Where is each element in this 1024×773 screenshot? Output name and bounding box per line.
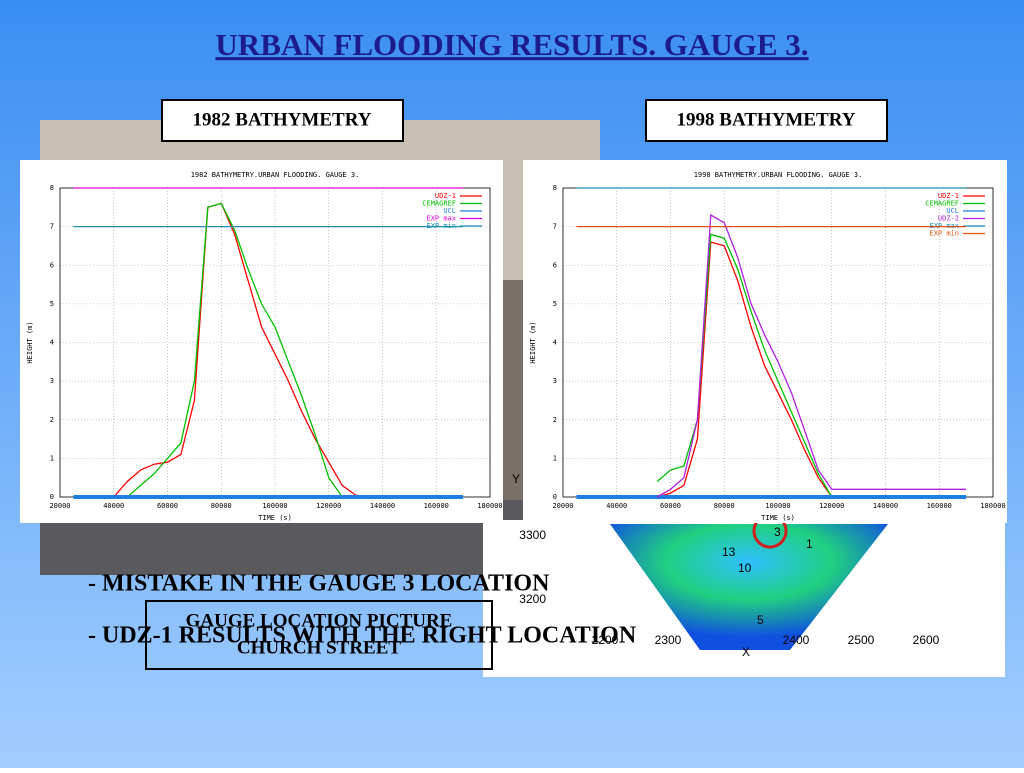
x-axis-label: TIME (s) xyxy=(761,514,795,522)
y-tick-label: 8 xyxy=(553,184,557,192)
y-tick-label: 1 xyxy=(553,454,557,462)
label-right: 1998 BATHYMETRY xyxy=(677,109,856,130)
photo-caption: GAUGE LOCATION PICTURE xyxy=(186,610,453,631)
photo-caption: CHURCH STREET xyxy=(237,637,401,658)
label-box xyxy=(161,99,404,142)
y-tick-label: 2 xyxy=(50,416,54,424)
x-axis-label: TIME (s) xyxy=(258,514,292,522)
legend-label: UDZ-1 xyxy=(938,192,959,200)
map-point: 1 xyxy=(806,537,813,551)
y-tick-label: 4 xyxy=(50,339,54,347)
y-tick-label: 0 xyxy=(553,493,557,501)
slide-title: URBAN FLOODING RESULTS. GAUGE 3. xyxy=(215,27,808,62)
legend-label: EXP min xyxy=(929,230,959,238)
y-tick-label: 5 xyxy=(50,300,54,308)
y-tick-label: 2 xyxy=(553,416,557,424)
x-tick-label: 100000 xyxy=(262,502,287,510)
x-tick-label: 100000 xyxy=(765,502,790,510)
chart-title: 1998 BATHYMETRY.URBAN FLOODING. GAUGE 3. xyxy=(694,171,863,179)
y-tick-label: 4 xyxy=(553,339,557,347)
x-tick-label: 160000 xyxy=(927,502,952,510)
x-tick-label: 80000 xyxy=(714,502,735,510)
map-point: 13 xyxy=(722,545,736,559)
y-tick-label: 8 xyxy=(50,184,54,192)
x-tick-label: 120000 xyxy=(819,502,844,510)
chart-right: 1998 BATHYMETRY.URBAN FLOODING. GAUGE 3.… xyxy=(523,160,1007,523)
map-x-label: X xyxy=(742,645,750,659)
label-left: 1982 BATHYMETRY xyxy=(193,109,372,130)
x-tick-label: 40000 xyxy=(606,502,627,510)
series-line xyxy=(656,213,967,498)
legend-label: EXP min xyxy=(426,222,456,230)
x-tick-label: 120000 xyxy=(316,502,341,510)
x-tick-label: 20000 xyxy=(49,502,70,510)
y-tick-label: 6 xyxy=(553,261,557,269)
legend-label: UDZ-1 xyxy=(435,192,456,200)
x-tick-label: 80000 xyxy=(211,502,232,510)
x-tick-label: 160000 xyxy=(424,502,449,510)
legend-label: CEMAGREF xyxy=(925,200,959,208)
x-tick-label: 60000 xyxy=(157,502,178,510)
y-tick-label: 6 xyxy=(50,261,54,269)
series-line xyxy=(113,202,370,498)
label-box xyxy=(645,99,888,142)
chart-bg xyxy=(523,160,1007,523)
y-tick-label: 7 xyxy=(553,223,557,231)
series-line xyxy=(656,241,833,498)
map-y-tick: 3200 xyxy=(519,592,546,606)
x-tick-label: 140000 xyxy=(873,502,898,510)
y-tick-label: 0 xyxy=(50,493,54,501)
map-x-tick: 2400 xyxy=(783,633,810,647)
map-point: 10 xyxy=(738,561,752,575)
chart-bg xyxy=(20,160,503,523)
y-axis-label: HEIGHT (m) xyxy=(26,321,34,363)
bullet: - UDZ-1 RESULTS WITH THE RIGHT LOCATION xyxy=(88,623,637,649)
y-axis-label: HEIGHT (m) xyxy=(529,321,537,363)
y-tick-label: 7 xyxy=(50,223,54,231)
legend-label: EXP max xyxy=(426,215,456,223)
legend-label: UCL xyxy=(946,207,959,215)
y-tick-label: 3 xyxy=(553,377,557,385)
map-point: 3 xyxy=(774,525,781,539)
x-tick-label: 180000 xyxy=(980,502,1005,510)
y-tick-label: 1 xyxy=(50,454,54,462)
map-x-tick: 2200 xyxy=(592,633,619,647)
map-x-tick: 2300 xyxy=(655,633,682,647)
legend-label: UDZ-2 xyxy=(938,215,959,223)
series-line xyxy=(126,202,343,498)
series-line xyxy=(656,233,833,498)
map-x-tick: 2500 xyxy=(848,633,875,647)
x-tick-label: 140000 xyxy=(370,502,395,510)
y-tick-label: 5 xyxy=(553,300,557,308)
bullet: - MISTAKE IN THE GAUGE 3 LOCATION xyxy=(88,571,550,597)
caption-box xyxy=(145,600,493,670)
map-y-tick: 3300 xyxy=(519,528,546,542)
map-y-label: Y xyxy=(512,472,520,486)
x-tick-label: 20000 xyxy=(552,502,573,510)
map-x-tick: 2600 xyxy=(913,633,940,647)
map-point: 5 xyxy=(757,613,764,627)
chart-left: 1982 BATHYMETRY.URBAN FLOODING. GAUGE 3.… xyxy=(20,160,503,523)
chart-title: 1982 BATHYMETRY.URBAN FLOODING. GAUGE 3. xyxy=(191,171,360,179)
x-tick-label: 60000 xyxy=(660,502,681,510)
x-tick-label: 40000 xyxy=(103,502,124,510)
y-tick-label: 3 xyxy=(50,377,54,385)
legend-label: UCL xyxy=(443,207,456,215)
x-tick-label: 180000 xyxy=(477,502,502,510)
legend-label: CEMAGREF xyxy=(422,200,456,208)
map-contour xyxy=(610,524,888,650)
